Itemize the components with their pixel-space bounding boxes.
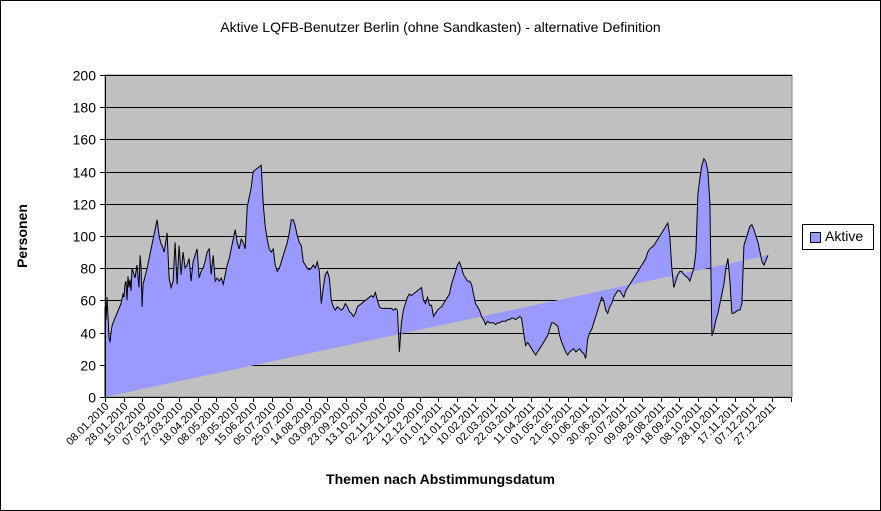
legend-label: Aktive — [825, 228, 864, 244]
legend: Aktive — [802, 224, 874, 250]
y-tick-label: 60 — [80, 293, 96, 309]
y-tick-label: 160 — [73, 132, 97, 148]
y-tick-label: 40 — [80, 326, 96, 342]
area-series-aktive — [104, 157, 769, 397]
y-tick-label: 0 — [88, 390, 96, 406]
y-tick-label: 100 — [73, 229, 97, 245]
legend-swatch — [810, 232, 821, 243]
x-axis-label: Themen nach Abstimmungsdatum — [326, 471, 555, 487]
y-tick-label: 80 — [80, 261, 96, 277]
y-tick-label: 120 — [73, 197, 97, 213]
chart-title: Aktive LQFB-Benutzer Berlin (ohne Sandka… — [220, 19, 661, 35]
y-tick-label: 180 — [73, 100, 97, 116]
y-tick-label: 200 — [73, 68, 97, 84]
y-tick-label: 140 — [73, 165, 97, 181]
y-tick-label: 20 — [80, 358, 96, 374]
